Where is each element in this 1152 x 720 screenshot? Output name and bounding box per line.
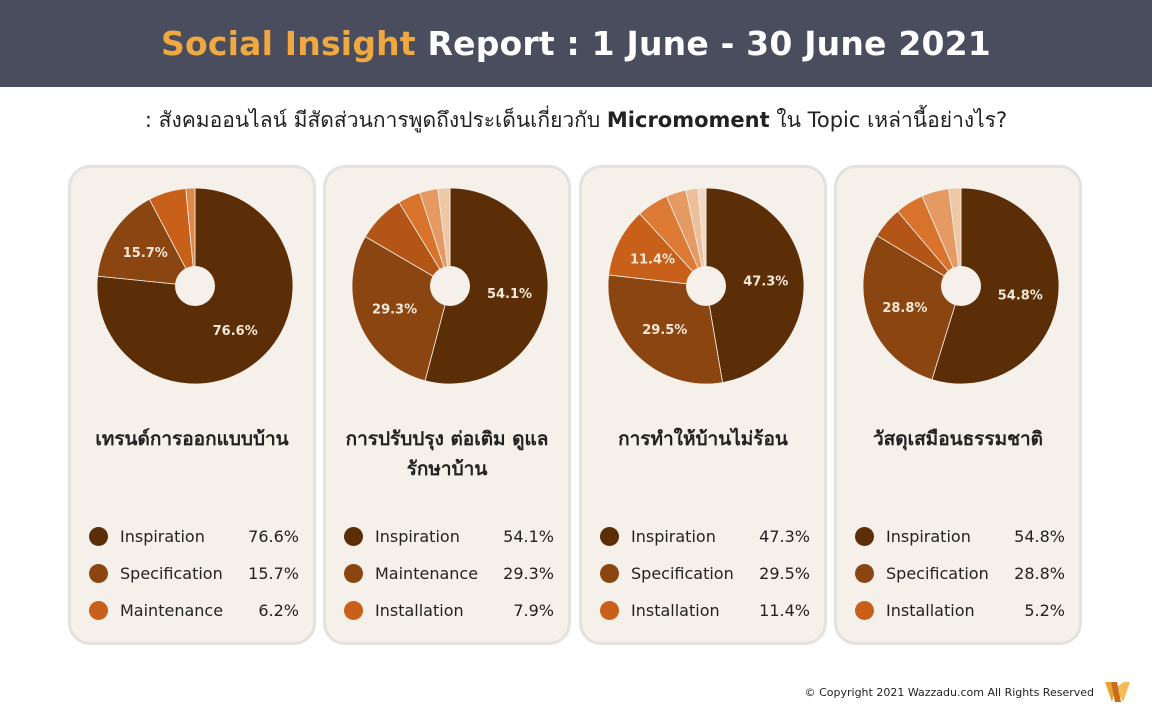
pie-slice-installation bbox=[608, 213, 708, 287]
legend-dot-icon bbox=[855, 601, 874, 620]
legend-value: 29.5% bbox=[759, 564, 810, 583]
legend-item: Maintenance 6.2% bbox=[89, 592, 299, 629]
pie-slice-label: 11.4% bbox=[630, 252, 675, 267]
subtitle-suffix: ใน Topic เหล่านี้อย่างไร? bbox=[769, 108, 1008, 132]
pie-slice-label: 54.1% bbox=[487, 287, 532, 302]
pie-slice-label: 29.3% bbox=[372, 303, 417, 318]
legend-value: 54.1% bbox=[503, 527, 554, 546]
legend-dot-icon bbox=[600, 601, 619, 620]
legend-name: Installation bbox=[375, 601, 464, 620]
legend: Inspiration 47.3% Specification 29.5% Inst… bbox=[600, 518, 810, 629]
pie-chart: 54.1% 29.3% bbox=[351, 187, 549, 385]
topic-card-home-design: 76.6% 15.7% เทรนด์การออกแบบบ้าน Inspirati… bbox=[68, 165, 316, 645]
legend-value: 76.6% bbox=[248, 527, 299, 546]
legend-item: Specification 15.7% bbox=[89, 555, 299, 592]
pie-slice-inspiration bbox=[424, 187, 549, 385]
legend-value: 15.7% bbox=[248, 564, 299, 583]
legend-item: Installation 11.4% bbox=[600, 592, 810, 629]
pie-slice-other-6 bbox=[697, 187, 707, 287]
legend-value: 7.9% bbox=[513, 601, 554, 620]
pie-slice-maintenance bbox=[351, 236, 451, 382]
legend-dot-icon bbox=[344, 601, 363, 620]
report-header: Social Insight Report : 1 June - 30 June… bbox=[0, 0, 1152, 87]
pie-chart: 54.8% 28.8% bbox=[862, 187, 1060, 385]
topic-title: การทำให้บ้านไม่ร้อน bbox=[618, 428, 788, 450]
legend-dot-icon bbox=[89, 601, 108, 620]
legend: Inspiration 54.8% Specification 28.8% Inst… bbox=[855, 518, 1065, 629]
pie-slice-specification bbox=[607, 274, 724, 385]
legend-value: 29.3% bbox=[503, 564, 554, 583]
legend-name: Specification bbox=[631, 564, 734, 583]
legend-name: Inspiration bbox=[120, 527, 205, 546]
pie-center-hole bbox=[941, 266, 981, 306]
legend-dot-icon bbox=[89, 527, 108, 546]
legend-item: Installation 5.2% bbox=[855, 592, 1065, 629]
report-title: Social Insight Report : 1 June - 30 June… bbox=[161, 24, 991, 63]
legend-value: 47.3% bbox=[759, 527, 810, 546]
legend-name: Specification bbox=[120, 564, 223, 583]
legend-dot-icon bbox=[344, 527, 363, 546]
legend-name: Inspiration bbox=[375, 527, 460, 546]
pie-chart: 76.6% 15.7% bbox=[96, 187, 294, 385]
legend-dot-icon bbox=[600, 564, 619, 583]
subtitle-prefix: : สังคมออนไลน์ มีสัดส่วนการพูดถึงประเด็น… bbox=[144, 108, 607, 132]
subtitle-keyword: Micromoment bbox=[606, 108, 770, 132]
pie-slice-label: 29.5% bbox=[642, 323, 687, 338]
legend-value: 54.8% bbox=[1014, 527, 1065, 546]
legend-value: 6.2% bbox=[258, 601, 299, 620]
topic-card-cool-home: 47.3% 29.5% 11.4% การทำให้บ้านไม่ร้อน Insp… bbox=[579, 165, 827, 645]
legend-dot-icon bbox=[600, 527, 619, 546]
pie-slice-label: 76.6% bbox=[213, 324, 258, 339]
pie-center-hole bbox=[430, 266, 470, 306]
legend-item: Specification 29.5% bbox=[600, 555, 810, 592]
pie-slice-label: 28.8% bbox=[882, 301, 927, 316]
legend-name: Inspiration bbox=[631, 527, 716, 546]
legend-item: Inspiration 54.8% bbox=[855, 518, 1065, 555]
legend-item: Inspiration 54.1% bbox=[344, 518, 554, 555]
legend: Inspiration 54.1% Maintenance 29.3% Instal… bbox=[344, 518, 554, 629]
legend-dot-icon bbox=[344, 564, 363, 583]
pie-slice-label: 15.7% bbox=[123, 246, 168, 261]
pie-slice-other-5 bbox=[437, 187, 451, 287]
pie-center-hole bbox=[686, 266, 726, 306]
legend-dot-icon bbox=[89, 564, 108, 583]
topic-card-renovation: 54.1% 29.3% การปรับปรุง ต่อเติม ดูแลรักษา… bbox=[323, 165, 571, 645]
legend-value: 11.4% bbox=[759, 601, 810, 620]
copyright-text: © Copyright 2021 Wazzadu.com All Rights … bbox=[804, 686, 1094, 699]
pie-slice-specification bbox=[97, 198, 196, 287]
legend-item: Inspiration 47.3% bbox=[600, 518, 810, 555]
topic-title: การปรับปรุง ต่อเติม ดูแลรักษาบ้าน bbox=[345, 428, 549, 480]
pie-center-hole bbox=[175, 266, 215, 306]
question-subtitle: : สังคมออนไลน์ มีสัดส่วนการพูดถึงประเด็น… bbox=[0, 104, 1152, 137]
report-title-rest: Report : 1 June - 30 June 2021 bbox=[415, 24, 991, 63]
legend: Inspiration 76.6% Specification 15.7% Main… bbox=[89, 518, 299, 629]
pie-slice-other-3 bbox=[185, 187, 196, 287]
pie-slice-inspiration bbox=[705, 187, 805, 384]
pie-chart: 47.3% 29.5% 11.4% bbox=[607, 187, 805, 385]
pie-slice-label: 54.8% bbox=[998, 289, 1043, 304]
pie-slice-inspiration bbox=[931, 187, 1060, 385]
legend-item: Installation 7.9% bbox=[344, 592, 554, 629]
legend-name: Installation bbox=[886, 601, 975, 620]
legend-item: Maintenance 29.3% bbox=[344, 555, 554, 592]
legend-dot-icon bbox=[855, 527, 874, 546]
legend-value: 28.8% bbox=[1014, 564, 1065, 583]
legend-name: Specification bbox=[886, 564, 989, 583]
pie-slice-label: 47.3% bbox=[743, 274, 788, 289]
legend-name: Maintenance bbox=[120, 601, 224, 620]
legend-item: Inspiration 76.6% bbox=[89, 518, 299, 555]
legend-name: Installation bbox=[631, 601, 720, 620]
legend-name: Inspiration bbox=[886, 527, 971, 546]
legend-value: 5.2% bbox=[1024, 601, 1065, 620]
wazzadu-w-logo-icon bbox=[1105, 682, 1130, 702]
legend-item: Specification 28.8% bbox=[855, 555, 1065, 592]
topic-card-natural-materials: 54.8% 28.8% วัสดุเสมือนธรรมชาติ Inspirati… bbox=[834, 165, 1082, 645]
topic-title: เทรนด์การออกแบบบ้าน bbox=[95, 428, 289, 450]
report-title-accent: Social Insight bbox=[161, 24, 416, 63]
legend-dot-icon bbox=[855, 564, 874, 583]
topic-title: วัสดุเสมือนธรรมชาติ bbox=[872, 428, 1044, 450]
legend-name: Maintenance bbox=[375, 564, 479, 583]
pie-slice-other-5 bbox=[948, 187, 962, 287]
